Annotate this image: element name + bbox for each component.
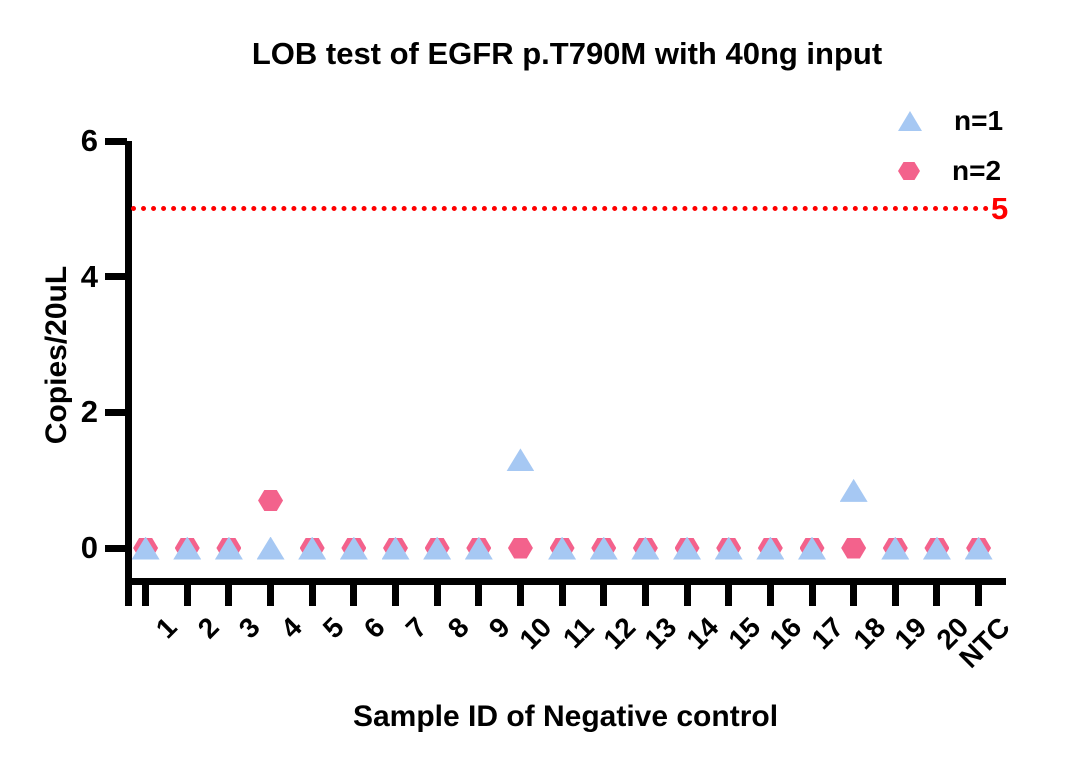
- x-tick-label-13: 13: [638, 611, 683, 656]
- y-axis-title: Copies/20uL: [40, 265, 73, 445]
- hexagon-marker-icon: [898, 162, 920, 180]
- y-tick-label-6: 6: [80, 123, 98, 159]
- x-tick-label-7: 7: [399, 611, 433, 645]
- x-tick-label-9: 9: [483, 611, 517, 645]
- x-tick-8: [433, 585, 441, 606]
- x-tick-label-1: 1: [149, 611, 183, 645]
- legend-item-n2: n=2: [898, 150, 1003, 192]
- x-tick-label-5: 5: [316, 611, 350, 645]
- x-tick-17: [808, 585, 816, 606]
- x-tick-7: [392, 585, 399, 606]
- y-tick-0: [105, 544, 127, 552]
- x-tick-20: [933, 585, 941, 606]
- x-tick-9: [475, 585, 483, 606]
- x-tick-label-8: 8: [441, 611, 475, 645]
- y-tick-label-2: 2: [80, 394, 98, 430]
- x-tick-18: [850, 585, 858, 606]
- x-axis-title: Sample ID of Negative control: [352, 700, 779, 733]
- x-tick-label-12: 12: [597, 611, 641, 656]
- data-point-n=2-sample-18: [841, 537, 867, 559]
- legend-label-n2: n=2: [952, 155, 1002, 186]
- x-tick-3: [225, 585, 233, 606]
- chart-title: LOB test of EGFR p.T790M with 40ng input: [251, 36, 883, 71]
- data-point-n=2-sample-4: [258, 490, 284, 512]
- data-point-n=1-sample-10: [506, 448, 535, 472]
- x-tick-5: [308, 585, 316, 606]
- x-tick-12: [600, 585, 608, 606]
- x-tick-label-15: 15: [721, 611, 766, 656]
- x-tick-6: [350, 585, 358, 606]
- x-tick-label-2: 2: [191, 611, 225, 645]
- legend: n=1 n=2: [898, 100, 1003, 192]
- x-tick-19: [891, 585, 899, 606]
- x-tick-15: [725, 585, 733, 606]
- y-tick-2: [105, 408, 127, 416]
- threshold-label: 5: [991, 191, 1009, 226]
- y-axis-line: [125, 141, 132, 606]
- x-tick-label-16: 16: [763, 611, 808, 656]
- data-point-n=2-sample-10: [507, 537, 533, 559]
- y-tick-4: [105, 273, 127, 281]
- x-axis-line: [125, 578, 1006, 585]
- threshold-line: [131, 206, 989, 212]
- y-tick-label-0: 0: [80, 530, 98, 565]
- x-tick-label-11: 11: [556, 611, 600, 655]
- x-tick-14: [683, 585, 691, 606]
- x-tick-4: [267, 585, 275, 606]
- x-tick-label-17: 17: [805, 611, 850, 656]
- x-tick-label-4: 4: [274, 611, 308, 645]
- x-tick-NTC: [975, 585, 983, 606]
- y-tick-label-4: 4: [80, 258, 98, 294]
- data-point-n=1-sample-4: [256, 536, 285, 560]
- x-tick-10: [516, 585, 524, 606]
- legend-label-n1: n=1: [954, 105, 1004, 136]
- x-tick-label-19: 19: [888, 611, 933, 656]
- y-tick-6: [105, 137, 127, 145]
- x-tick-13: [641, 585, 649, 606]
- x-tick-2: [183, 585, 191, 606]
- legend-item-n1: n=1: [898, 100, 1003, 142]
- x-tick-label-14: 14: [680, 611, 725, 656]
- x-tick-1: [142, 585, 150, 606]
- x-tick-label-6: 6: [358, 611, 392, 645]
- x-tick-16: [766, 585, 774, 606]
- x-tick-label-18: 18: [846, 611, 891, 656]
- triangle-marker-icon: [898, 111, 922, 131]
- data-point-n=1-sample-18: [839, 478, 868, 502]
- x-tick-label-10: 10: [513, 611, 558, 656]
- x-tick-11: [558, 585, 566, 606]
- x-tick-label-3: 3: [233, 611, 267, 645]
